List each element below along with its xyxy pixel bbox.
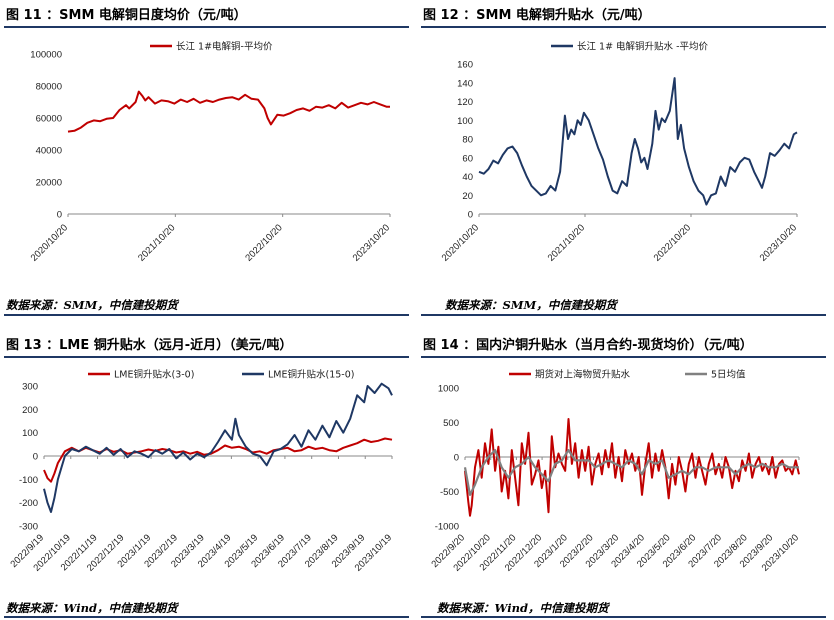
title-rule xyxy=(421,356,826,358)
x-tick-label: 2022/10/20 xyxy=(243,222,284,263)
chart-title: 图 12 ：SMM 电解铜升贴水（元/吨） xyxy=(423,8,651,23)
title-rule xyxy=(421,26,826,28)
y-tick-label: 100 xyxy=(22,428,38,439)
y-tick-label: 120 xyxy=(457,97,473,108)
source-note: 数据来源：Wind，中信建投期货 xyxy=(6,601,178,615)
y-tick-label: 0 xyxy=(33,452,38,463)
y-tick-label: -1000 xyxy=(435,522,459,533)
chart-title: 图 14 ：国内沪铜升贴水（当月合约-现货均价）（元/吨） xyxy=(423,338,753,353)
chart-figure-12: 0 20 40 60 80 100 120 140 160 2020/10/20 2021/10/2… xyxy=(440,41,799,264)
y-tick-label: -500 xyxy=(440,487,459,498)
x-tick-label: 2021/10/20 xyxy=(546,222,587,263)
chart-figure-14: -1000-500050010002022/9/202022/10/202022… xyxy=(429,369,801,574)
series-line xyxy=(43,382,393,513)
title-rule xyxy=(4,356,409,358)
source-rule xyxy=(421,616,826,618)
y-tick-label: 160 xyxy=(457,60,473,71)
series-line xyxy=(43,437,393,483)
panel-figure-14: 图 14 ：国内沪铜升贴水（当月合约-现货均价）（元/吨） -1000 -500 0… xyxy=(417,330,834,620)
y-tick-label: -300 xyxy=(19,522,38,533)
y-tick-label: 1000 xyxy=(438,384,459,395)
panel-figure-11: 图 11 ：SMM 电解铜日度均价（元/吨） 0 20000 40000 60000 8… xyxy=(0,0,417,316)
y-tick-label: 20000 xyxy=(36,178,62,189)
panel-figure-12: 图 12 ：SMM 电解铜升贴水（元/吨） 0 20 40 60 80 100 120 140… xyxy=(417,0,834,316)
y-tick-label: -200 xyxy=(19,498,38,509)
source-note: 数据来源：SMM，中信建投期货 xyxy=(445,298,617,312)
y-tick-label: 20 xyxy=(462,191,473,202)
source-rule xyxy=(4,314,409,316)
panel-figure-13: 图 13 ：LME 铜升贴水（远月-近月）（美元/吨） -300 -200 -100… xyxy=(0,330,417,620)
chart-title: 图 13 ：LME 铜升贴水（远月-近月）（美元/吨） xyxy=(6,338,293,353)
x-tick-label: 2022/10/20 xyxy=(652,222,693,263)
y-tick-label: 80000 xyxy=(36,82,62,93)
y-tick-label: 200 xyxy=(22,405,38,416)
chart-title: 图 11 ：SMM 电解铜日度均价（元/吨） xyxy=(6,8,247,23)
y-tick-label: -100 xyxy=(19,475,38,486)
source-rule xyxy=(421,314,826,316)
y-tick-label: 60 xyxy=(462,153,473,164)
source-note: 数据来源：Wind，中信建投期货 xyxy=(437,601,609,615)
x-tick-label: 2020/10/20 xyxy=(440,222,481,263)
series-line xyxy=(67,90,390,133)
y-tick-label: 140 xyxy=(457,78,473,89)
x-tick-label: 2023/10/20 xyxy=(351,222,392,263)
series-line xyxy=(464,418,800,517)
y-tick-label: 60000 xyxy=(36,114,62,125)
y-tick-label: 100 xyxy=(457,116,473,127)
y-tick-label: 40 xyxy=(462,172,473,183)
legend-label: LME铜升贴水(15-0) xyxy=(268,369,354,381)
chart-figure-11: 0 20000 40000 60000 80000 100000 2020/10/20 202… xyxy=(29,41,392,264)
legend-label: 长江 1# 电解铜升贴水 -平均价 xyxy=(577,41,708,53)
y-tick-label: 0 xyxy=(57,210,62,221)
x-tick-label: 2021/10/20 xyxy=(136,222,177,263)
y-tick-label: 300 xyxy=(22,382,38,393)
legend-label: 长江 1#电解铜-平均价 xyxy=(176,41,273,53)
source-rule xyxy=(4,616,409,618)
y-tick-label: 0 xyxy=(454,453,459,464)
y-tick-label: 100000 xyxy=(30,50,62,61)
source-note: 数据来源：SMM，中信建投期货 xyxy=(6,298,178,312)
x-tick-label: 2020/10/20 xyxy=(29,222,70,263)
y-tick-label: 80 xyxy=(462,135,473,146)
y-tick-label: 500 xyxy=(443,418,459,429)
y-tick-label: 0 xyxy=(468,210,473,221)
x-tick-label: 2023/10/20 xyxy=(758,222,799,263)
series-line xyxy=(478,77,798,206)
legend-label: LME铜升贴水(3-0) xyxy=(114,369,194,381)
legend-label: 5日均值 xyxy=(711,369,746,381)
series-line xyxy=(463,449,799,496)
legend-label: 期货对上海物贸升贴水 xyxy=(535,369,631,381)
y-tick-label: 40000 xyxy=(36,146,62,157)
title-rule xyxy=(4,26,409,28)
chart-figure-13: -300-200-10001002003002022/9/192022/10/1… xyxy=(8,369,394,574)
